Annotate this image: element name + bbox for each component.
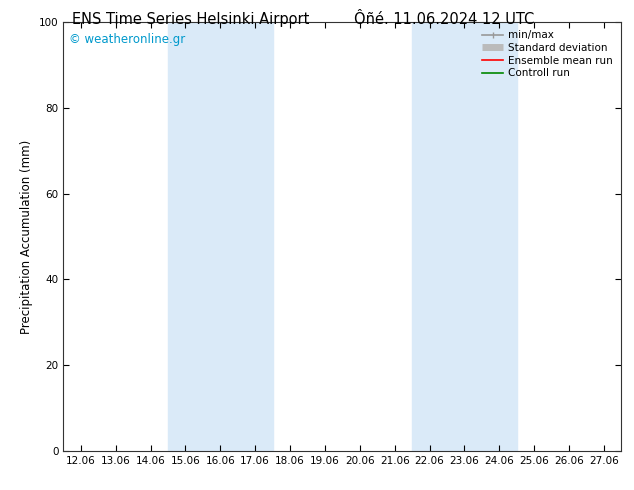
Text: Ôñé. 11.06.2024 12 UTC: Ôñé. 11.06.2024 12 UTC: [354, 12, 534, 27]
Legend: min/max, Standard deviation, Ensemble mean run, Controll run: min/max, Standard deviation, Ensemble me…: [479, 27, 616, 81]
Text: © weatheronline.gr: © weatheronline.gr: [69, 33, 185, 46]
Y-axis label: Precipitation Accumulation (mm): Precipitation Accumulation (mm): [20, 139, 34, 334]
Bar: [412, 22, 517, 451]
Text: ENS Time Series Helsinki Airport: ENS Time Series Helsinki Airport: [72, 12, 309, 27]
Bar: [168, 22, 273, 451]
